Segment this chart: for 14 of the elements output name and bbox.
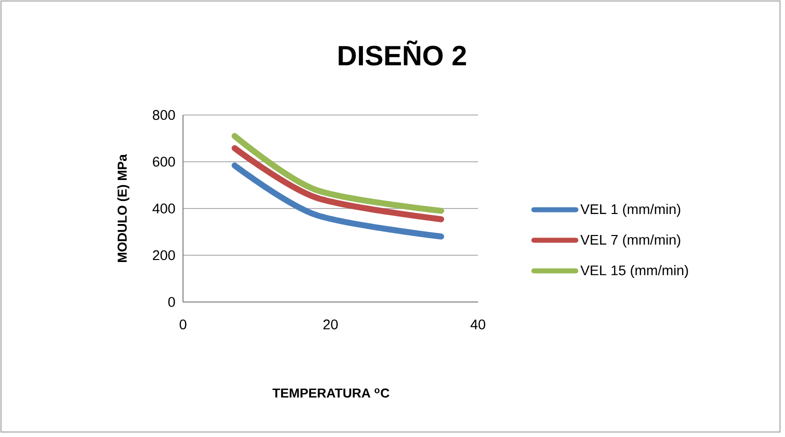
y-tick-label: 0 — [168, 297, 175, 307]
y-tick-label: 400 — [152, 204, 175, 214]
y-tick-label: 800 — [152, 110, 175, 120]
y-tick-label: 600 — [152, 156, 175, 167]
legend-label: VEL 1 (mm/min) — [580, 204, 680, 217]
x-axis-title: TEMPERATURA $^{o}$C — [272, 388, 390, 398]
x-tick-label: 0 — [180, 319, 186, 330]
y-axis-title: MODULO (E) MPa — [117, 154, 130, 262]
x-tick-label: 20 — [323, 319, 338, 330]
legend-label: VEL 15 (mm/min) — [580, 265, 688, 278]
chart-title: DISEÑO 2 — [338, 40, 466, 66]
legend-label: VEL 7 (mm/min) — [580, 234, 680, 248]
x-tick-label: 40 — [470, 319, 486, 330]
y-tick-label: 200 — [152, 250, 175, 260]
